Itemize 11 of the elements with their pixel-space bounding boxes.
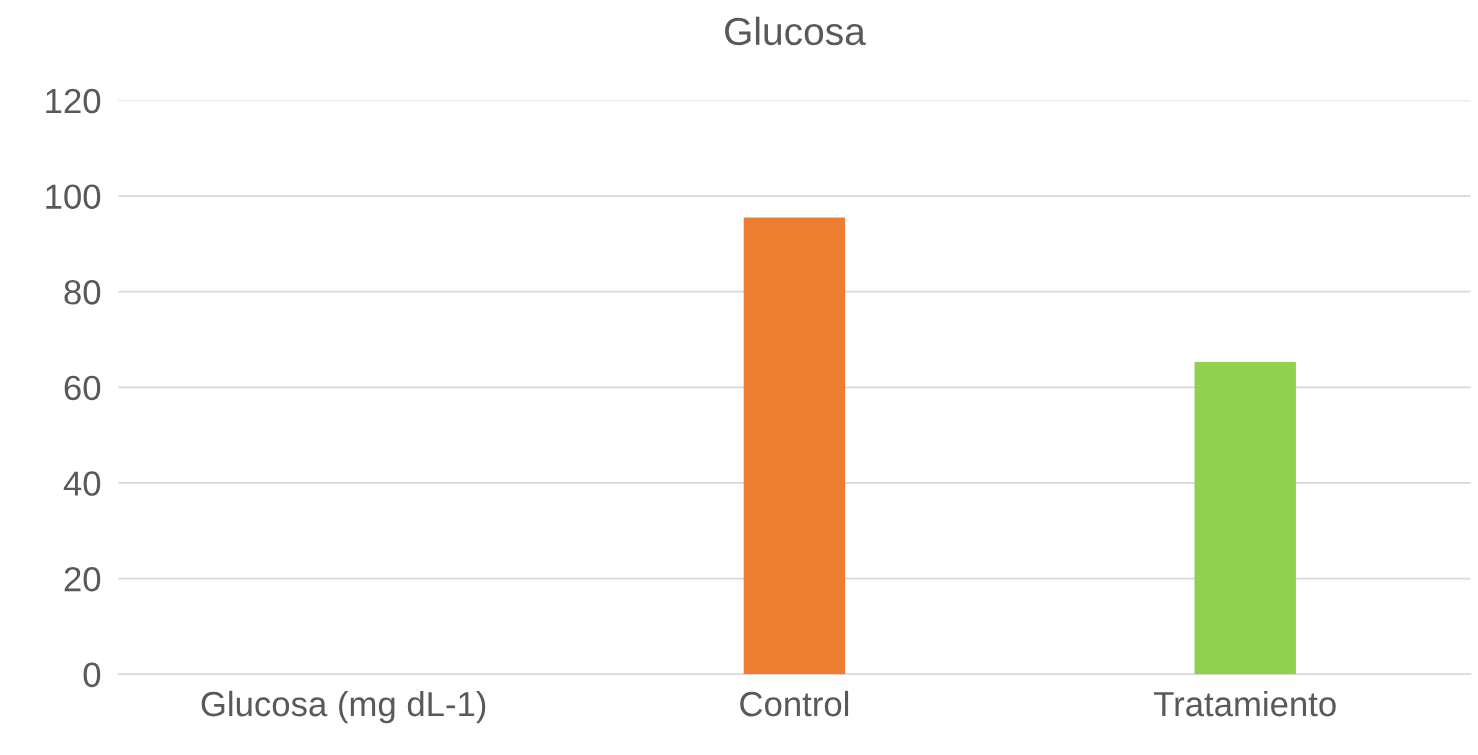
x-tick-label: Control [740,690,849,717]
x-tick-label: Tratamiento [1154,690,1336,717]
y-tick-label: 60 [64,375,101,401]
y-tick-label: 100 [46,184,101,209]
y-tick-label: 80 [64,280,101,305]
y-tick-label: 20 [64,566,101,592]
y-tick-label: 120 [46,88,101,114]
chart-title: Glucosa [725,16,866,46]
y-tick-label: 0 [83,662,101,688]
y-tick-label: 40 [63,471,101,496]
x-tick-label: Glucosa (mg dL-1) [201,690,486,724]
